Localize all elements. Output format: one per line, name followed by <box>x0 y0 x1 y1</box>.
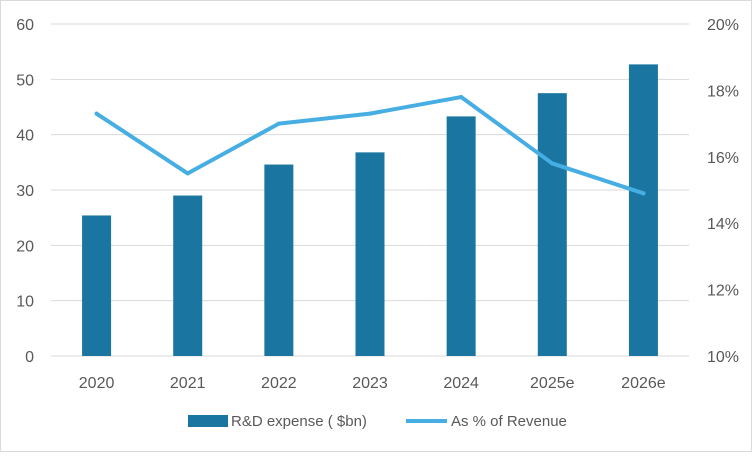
bar-2025e <box>537 93 567 357</box>
x-tick-label-4: 2024 <box>443 375 479 392</box>
y-left-tick-label-6: 60 <box>16 17 34 34</box>
bar-series <box>82 64 658 357</box>
legend-label-bars: R&D expense ( $bn) <box>231 413 367 430</box>
bar-2026e <box>628 64 658 356</box>
y-right-tick-label-0: 10% <box>707 349 739 366</box>
bar-2022 <box>264 164 294 356</box>
line-point-2022 <box>276 121 281 126</box>
y-left-tick-label-1: 10 <box>16 294 34 311</box>
x-tick-label-0: 2020 <box>79 375 115 392</box>
bar-2023 <box>355 152 385 356</box>
x-tick-label-2: 2022 <box>261 375 297 392</box>
legend-swatch-bars <box>188 415 228 427</box>
y-axis-left: 0 10 20 30 40 50 60 <box>16 17 34 366</box>
line-point-2026e <box>641 191 646 196</box>
legend-label-line: As % of Revenue <box>451 413 567 430</box>
x-tick-label-6: 2026e <box>621 375 666 392</box>
x-tick-label-1: 2021 <box>170 375 206 392</box>
y-right-tick-label-4: 18% <box>707 83 739 100</box>
y-left-tick-label-3: 30 <box>16 183 34 200</box>
y-axis-right: 10% 12% 14% 16% 18% 20% <box>707 17 739 366</box>
x-tick-label-3: 2023 <box>352 375 388 392</box>
bar-2024 <box>446 116 476 356</box>
line-point-2020 <box>94 111 99 116</box>
y-left-tick-label-2: 20 <box>16 238 34 255</box>
legend: R&D expense ( $bn) As % of Revenue <box>188 413 567 430</box>
line-point-2024 <box>459 95 464 100</box>
y-left-tick-label-0: 0 <box>25 349 34 366</box>
x-axis: 2020 2021 2022 2023 2024 2025e 2026e <box>79 375 666 392</box>
line-point-2023 <box>368 111 372 116</box>
y-left-tick-label-4: 40 <box>16 128 34 145</box>
y-right-tick-label-5: 20% <box>707 17 739 34</box>
y-right-tick-label-2: 14% <box>707 216 739 233</box>
x-tick-label-5: 2025e <box>530 375 575 392</box>
y-right-tick-label-3: 16% <box>707 150 739 167</box>
line-series <box>94 95 646 196</box>
bar-2020 <box>82 215 112 356</box>
y-left-tick-label-5: 50 <box>16 72 34 89</box>
line-point-2021 <box>185 171 190 176</box>
y-right-tick-label-1: 12% <box>707 283 739 300</box>
bar-2021 <box>173 195 203 356</box>
line-point-2025e <box>550 161 555 166</box>
